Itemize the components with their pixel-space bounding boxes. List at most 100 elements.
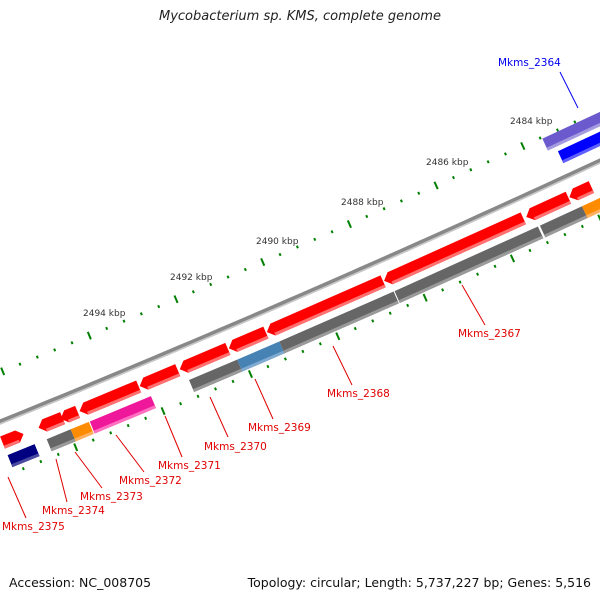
genome-backbone <box>0 158 600 425</box>
minor-tick <box>109 431 113 435</box>
minor-tick <box>301 349 305 354</box>
gene-shading <box>274 284 386 336</box>
minor-tick <box>21 466 25 471</box>
scale-label-2492: 2492 kbp <box>170 273 213 283</box>
gene-feature <box>542 111 600 151</box>
gene-shading <box>391 221 526 285</box>
minor-tick <box>18 362 22 366</box>
minor-tick <box>122 319 126 323</box>
major-tick <box>422 293 428 302</box>
gene-body <box>539 206 588 238</box>
leader-line <box>55 458 68 503</box>
gene-feature <box>139 364 181 390</box>
gene-label-mkms-2370[interactable]: Mkms_2370 <box>204 441 267 453</box>
accession-text: Accession: NC_008705 <box>9 575 152 590</box>
gene-mkms-2369 <box>237 341 285 372</box>
minor-tick <box>353 326 357 331</box>
gene-shading <box>192 368 243 392</box>
gene-label-mkms-2367[interactable]: Mkms_2367 <box>458 328 521 340</box>
scale-ticks <box>0 120 600 471</box>
gene-body <box>228 326 269 352</box>
gene-body <box>46 429 76 452</box>
gene-shading <box>236 335 269 352</box>
minor-tick <box>563 232 567 237</box>
minor-tick <box>486 160 490 164</box>
scale-labels: 2494 kbp 2492 kbp 2490 kbp 2488 kbp 2486… <box>83 117 553 319</box>
gene-mkms-2367 <box>384 212 526 285</box>
gene-shading <box>45 421 66 432</box>
minor-tick <box>105 326 109 331</box>
minor-tick <box>226 275 230 279</box>
gene-label-mkms-2374[interactable]: Mkms_2374 <box>42 505 105 517</box>
gene-label-mkms-2373[interactable]: Mkms_2373 <box>80 491 143 503</box>
gene-mkms-2368 <box>266 275 386 336</box>
minor-tick <box>371 319 375 323</box>
minor-tick <box>503 152 507 156</box>
leader-line <box>254 378 274 420</box>
leader-line <box>74 451 103 489</box>
gene-body <box>266 275 386 336</box>
major-tick <box>509 254 516 263</box>
gene-body <box>279 291 399 354</box>
major-tick <box>247 369 253 379</box>
minor-tick <box>545 240 549 245</box>
gene-labels: Mkms_2364 Mkms_2367 Mkms_2368 Mkms_2369 … <box>2 57 561 533</box>
minor-tick <box>157 304 161 309</box>
gene-feature <box>279 291 399 354</box>
gene-body <box>0 430 24 449</box>
gene-label-mkms-2364[interactable]: Mkms_2364 <box>498 57 561 69</box>
minor-tick <box>580 224 584 229</box>
major-tick <box>433 181 439 190</box>
gene-shading <box>87 389 142 415</box>
gene-mkms-2374 <box>46 429 76 452</box>
minor-tick <box>56 452 60 457</box>
gene-feature <box>60 405 81 423</box>
gene-mkms-2373 <box>70 421 94 442</box>
gene-shading <box>283 300 399 354</box>
backbone-line <box>0 158 600 425</box>
minor-tick <box>144 416 148 421</box>
minor-tick <box>35 355 39 359</box>
gene-shading <box>93 405 156 434</box>
minor-tick <box>417 191 421 195</box>
major-tick <box>73 443 79 452</box>
leader-line <box>209 396 229 438</box>
gene-body <box>542 111 600 151</box>
major-tick <box>260 257 266 267</box>
scale-label-2488: 2488 kbp <box>341 198 384 208</box>
leader-line <box>559 71 579 109</box>
gene-label-mkms-2369[interactable]: Mkms_2369 <box>248 422 311 434</box>
minor-tick <box>196 394 200 398</box>
minor-tick <box>214 387 217 391</box>
minor-tick <box>278 252 282 257</box>
gene-label-mkms-2368[interactable]: Mkms_2368 <box>327 388 390 400</box>
minor-tick <box>179 401 183 406</box>
leader-line <box>7 476 27 519</box>
major-tick <box>86 331 92 340</box>
gene-body <box>179 342 231 373</box>
gene-label-mkms-2375[interactable]: Mkms_2375 <box>2 521 65 533</box>
gene-body <box>89 396 156 434</box>
minor-tick <box>382 207 386 211</box>
minor-tick <box>399 199 403 203</box>
minor-tick <box>295 245 299 249</box>
minor-tick <box>451 175 455 180</box>
gene-label-mkms-2371[interactable]: Mkms_2371 <box>158 460 221 472</box>
gene-mkms-2375-forward <box>0 430 24 449</box>
gene-mkms-2364 <box>557 131 600 164</box>
scale-label-2486: 2486 kbp <box>426 158 469 168</box>
gene-body <box>237 341 285 372</box>
gene-feature <box>179 342 231 373</box>
scale-label-2484: 2484 kbp <box>510 117 553 127</box>
minor-tick <box>139 312 143 316</box>
minor-tick <box>53 348 57 352</box>
gene-shading <box>533 200 572 221</box>
gene-shading <box>11 453 40 468</box>
minor-tick <box>388 311 392 315</box>
scale-label-2494: 2494 kbp <box>83 309 126 319</box>
gene-shading <box>544 215 588 238</box>
minor-tick <box>191 290 195 294</box>
gene-label-mkms-2372[interactable]: Mkms_2372 <box>119 475 182 487</box>
gene-feature <box>526 191 572 221</box>
